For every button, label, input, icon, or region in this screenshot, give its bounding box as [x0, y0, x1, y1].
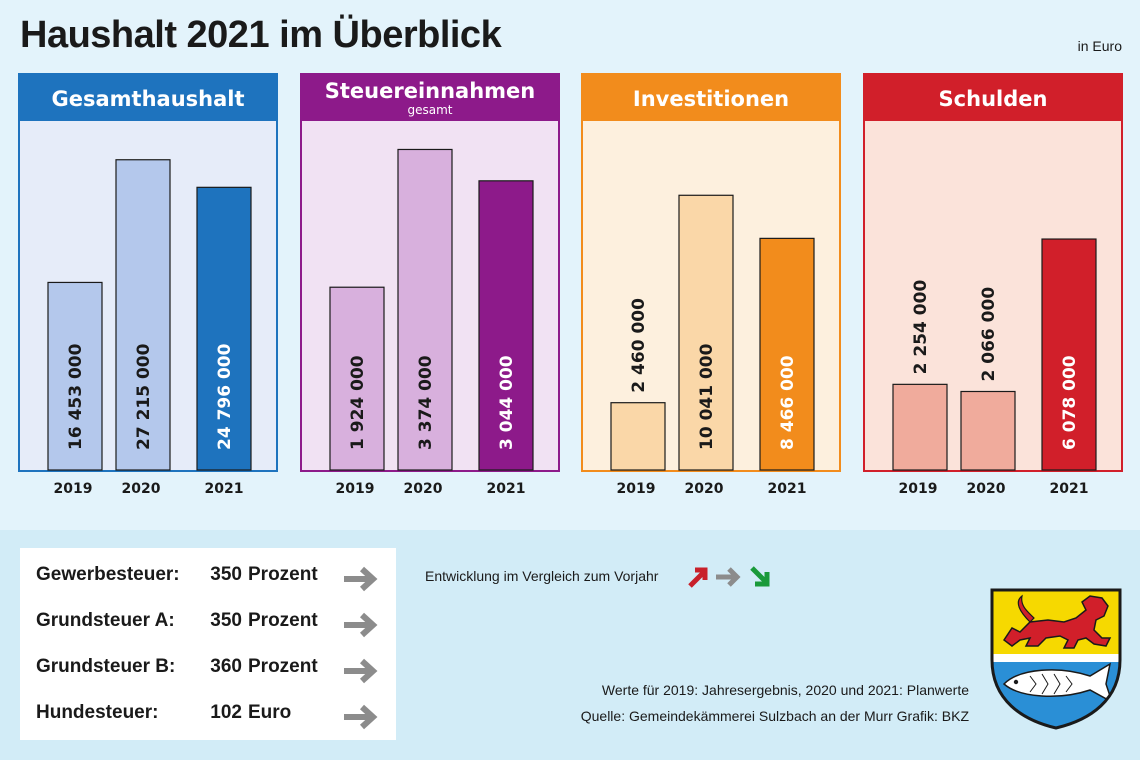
bar-2020	[678, 194, 734, 471]
bar-charts: Gesamthaushalt 16 453 000 2019 27 215 000 20…	[18, 73, 1123, 497]
coat-of-arms-icon	[990, 588, 1122, 735]
tax-value: 102	[210, 702, 242, 723]
panel-header	[301, 74, 559, 121]
data-label: 2 066 000	[979, 287, 999, 382]
data-label: 27 215 000	[134, 343, 154, 450]
note-source: Quelle: Gemeindekämmerei Sulzbach an der…	[580, 708, 969, 724]
page-title: Haushalt 2021 im Überblick	[20, 14, 502, 56]
tax-value: 350	[210, 564, 242, 585]
panel-subtitle: gesamt	[408, 103, 453, 117]
tax-unit: Euro	[248, 702, 292, 723]
data-label: 1 924 000	[348, 355, 368, 450]
chart-panel-4: Schulden 2 254 000 2019 2 066 000 2020 6 078 …	[863, 73, 1123, 497]
note-values: Werte für 2019: Jahresergebnis, 2020 und…	[601, 682, 969, 698]
tick-label: 2020	[685, 481, 724, 497]
bar-2019	[610, 402, 666, 471]
bar-2019	[892, 383, 948, 471]
tick-label: 2019	[54, 481, 93, 497]
tax-row-gewerbesteuer: Gewerbesteuer: 350 Prozent	[36, 564, 386, 594]
panel-header	[582, 74, 840, 121]
tax-unit: Prozent	[248, 656, 318, 677]
tick-label: 2020	[122, 481, 161, 497]
tax-row-hundesteuer: Hundesteuer: 102 Euro	[36, 702, 386, 732]
bar-2019	[329, 286, 385, 471]
tax-value: 350	[210, 610, 242, 631]
bar-2020	[397, 148, 453, 471]
data-label: 2 460 000	[629, 298, 649, 393]
data-label: 10 041 000	[697, 343, 717, 450]
arrow-right-icon	[342, 610, 380, 646]
tick-label: 2021	[768, 481, 807, 497]
arrow-up-icon	[688, 567, 708, 588]
tick-label: 2020	[404, 481, 443, 497]
tax-name: Grundsteuer A:	[36, 610, 175, 631]
bar-2021	[196, 186, 252, 471]
tax-row-grundsteuer-a: Grundsteuer A: 350 Prozent	[36, 610, 386, 640]
arrow-down-icon	[750, 566, 770, 587]
tick-label: 2020	[967, 481, 1006, 497]
arrow-right-icon	[716, 567, 741, 587]
data-label: 3 374 000	[416, 355, 436, 450]
panel-title: Gesamthaushalt	[52, 87, 245, 111]
tick-label: 2019	[617, 481, 656, 497]
data-label: 2 254 000	[911, 280, 931, 375]
data-label: 16 453 000	[66, 343, 86, 450]
arrow-right-icon	[342, 564, 380, 600]
unit-label: in Euro	[1077, 38, 1122, 54]
arrow-right-icon	[342, 656, 380, 692]
tax-name: Hundesteuer:	[36, 702, 159, 723]
bar-2021	[1041, 238, 1097, 471]
tax-name: Grundsteuer B:	[36, 656, 176, 677]
tax-unit: Prozent	[248, 564, 318, 585]
panel-header	[19, 74, 277, 121]
data-label: 8 466 000	[778, 355, 798, 450]
tick-label: 2021	[487, 481, 526, 497]
tax-unit: Prozent	[248, 610, 318, 631]
bar-2020	[115, 159, 171, 471]
tax-rates-box: Gewerbesteuer: 350 Prozent Grundsteuer A…	[20, 548, 396, 740]
data-label: 3 044 000	[497, 355, 517, 450]
arrow-right-icon	[342, 702, 380, 738]
data-label: 24 796 000	[215, 343, 235, 450]
panel-header	[864, 74, 1122, 121]
data-label: 6 078 000	[1060, 355, 1080, 450]
tax-value: 360	[210, 656, 242, 677]
tick-label: 2021	[1050, 481, 1089, 497]
panel-title: Steuereinnahmen	[325, 79, 536, 103]
panel-title: Schulden	[939, 87, 1048, 111]
tick-label: 2019	[899, 481, 938, 497]
chart-panel-1: Gesamthaushalt 16 453 000 2019 27 215 000 20…	[18, 73, 278, 497]
bar-2021	[759, 237, 815, 471]
trend-legend-arrows	[686, 564, 776, 595]
bar-2019	[47, 281, 103, 471]
tax-name: Gewerbesteuer:	[36, 564, 180, 585]
panel-title: Investitionen	[633, 87, 789, 111]
trend-legend-text: Entwicklung im Vergleich zum Vorjahr	[425, 568, 659, 584]
tick-label: 2019	[336, 481, 375, 497]
bar-2020	[960, 390, 1016, 471]
tick-label: 2021	[205, 481, 244, 497]
chart-panel-3: Investitionen 2 460 000 2019 10 041 000 2020…	[581, 73, 841, 497]
tax-row-grundsteuer-b: Grundsteuer B: 360 Prozent	[36, 656, 386, 686]
bar-2021	[478, 180, 534, 471]
